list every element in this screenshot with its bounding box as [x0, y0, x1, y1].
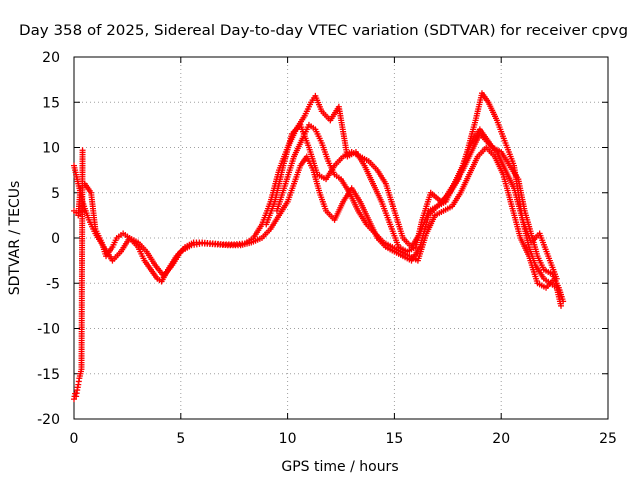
- data-point: [558, 293, 565, 300]
- x-tick-labels: 0 5 10 15 20 25: [70, 431, 617, 447]
- chart-title: Day 358 of 2025, Sidereal Day-to-day VTE…: [19, 23, 628, 39]
- series-track-a: [71, 90, 565, 309]
- x-tick-label: 5: [176, 431, 185, 447]
- series-track-d: [273, 121, 565, 300]
- axis-ticks: [73, 56, 609, 420]
- data-points: [71, 90, 567, 403]
- y-tick-label: -20: [37, 412, 60, 428]
- y-tick-label: 20: [42, 50, 60, 66]
- y-tick-labels: -20 -15 -10 -5 0 5 10 15 20: [37, 50, 60, 428]
- x-tick-label: 25: [599, 431, 617, 447]
- y-tick-label: 5: [51, 186, 60, 202]
- y-tick-label: 10: [42, 141, 60, 157]
- y-tick-label: 15: [42, 95, 60, 111]
- data-point: [560, 298, 567, 305]
- series-track-c: [263, 121, 560, 282]
- x-tick-label: 20: [492, 431, 510, 447]
- series-track-e: [71, 147, 86, 403]
- data-point: [558, 302, 565, 309]
- x-tick-label: 15: [385, 431, 403, 447]
- x-tick-label: 0: [70, 431, 79, 447]
- y-tick-label: -10: [37, 322, 60, 338]
- x-axis-label: GPS time / hours: [281, 459, 398, 475]
- data-point: [79, 147, 86, 154]
- y-tick-label: -15: [37, 367, 60, 383]
- y-axis-label: SDTVAR / TECUs: [7, 181, 23, 296]
- x-tick-label: 10: [279, 431, 297, 447]
- y-tick-label: -5: [46, 276, 60, 292]
- y-tick-label: 0: [51, 231, 60, 247]
